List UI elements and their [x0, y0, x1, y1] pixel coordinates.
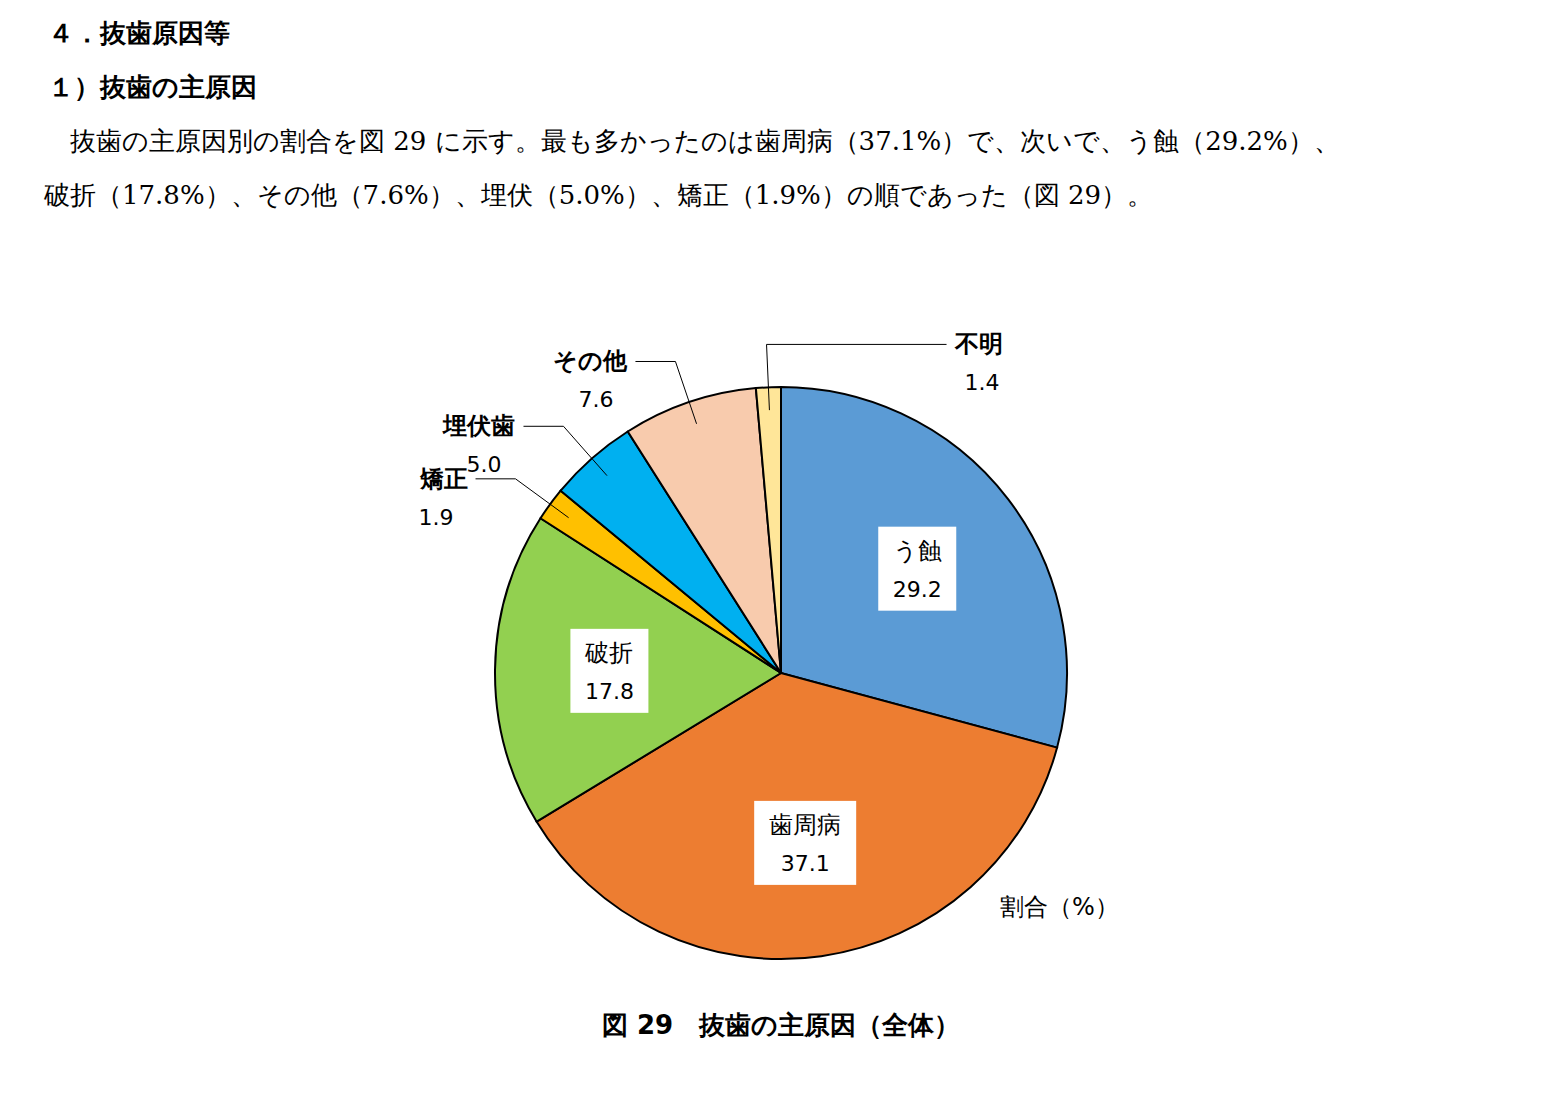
- svg-text:その他: その他: [553, 347, 628, 375]
- svg-text:破折: 破折: [584, 639, 633, 667]
- html-text:抜歯の主原因別の割合を図 29 に示す。最も多かったのは歯周: 抜歯の主原因別の割合を図 29 に示す。最も多かったのは歯周病（37.1%）で、…: [44, 126, 1340, 156]
- html-text:図 29 抜歯の主原因（全体）: 図 29 抜歯の主原因（全体）: [601, 1010, 961, 1040]
- svg-text:歯周病: 歯周病: [769, 811, 841, 839]
- svg-text:37.1: 37.1: [781, 851, 830, 876]
- svg-text:7.6: 7.6: [578, 387, 613, 412]
- html-text:４．抜歯原因等: ４．抜歯原因等: [48, 18, 230, 48]
- html-text:１）抜歯の主原因: １）抜歯の主原因: [48, 72, 257, 102]
- svg-text:不明: 不明: [954, 330, 1003, 358]
- svg-text:う蝕: う蝕: [893, 537, 942, 565]
- svg-text:割合（%）: 割合（%）: [1000, 893, 1119, 921]
- html-text:破折（17.8%）、その他（7.6%）、埋伏（5.0%）、矯: 破折（17.8%）、その他（7.6%）、埋伏（5.0%）、矯正（1.9%）の順で…: [44, 180, 1154, 210]
- svg-text:1.4: 1.4: [965, 370, 1000, 395]
- svg-text:矯正: 矯正: [419, 465, 468, 493]
- svg-text:埋伏歯: 埋伏歯: [442, 412, 515, 440]
- svg-text:29.2: 29.2: [893, 577, 942, 602]
- svg-text:5.0: 5.0: [466, 452, 501, 477]
- svg-text:1.9: 1.9: [419, 505, 454, 530]
- svg-text:17.8: 17.8: [585, 679, 634, 704]
